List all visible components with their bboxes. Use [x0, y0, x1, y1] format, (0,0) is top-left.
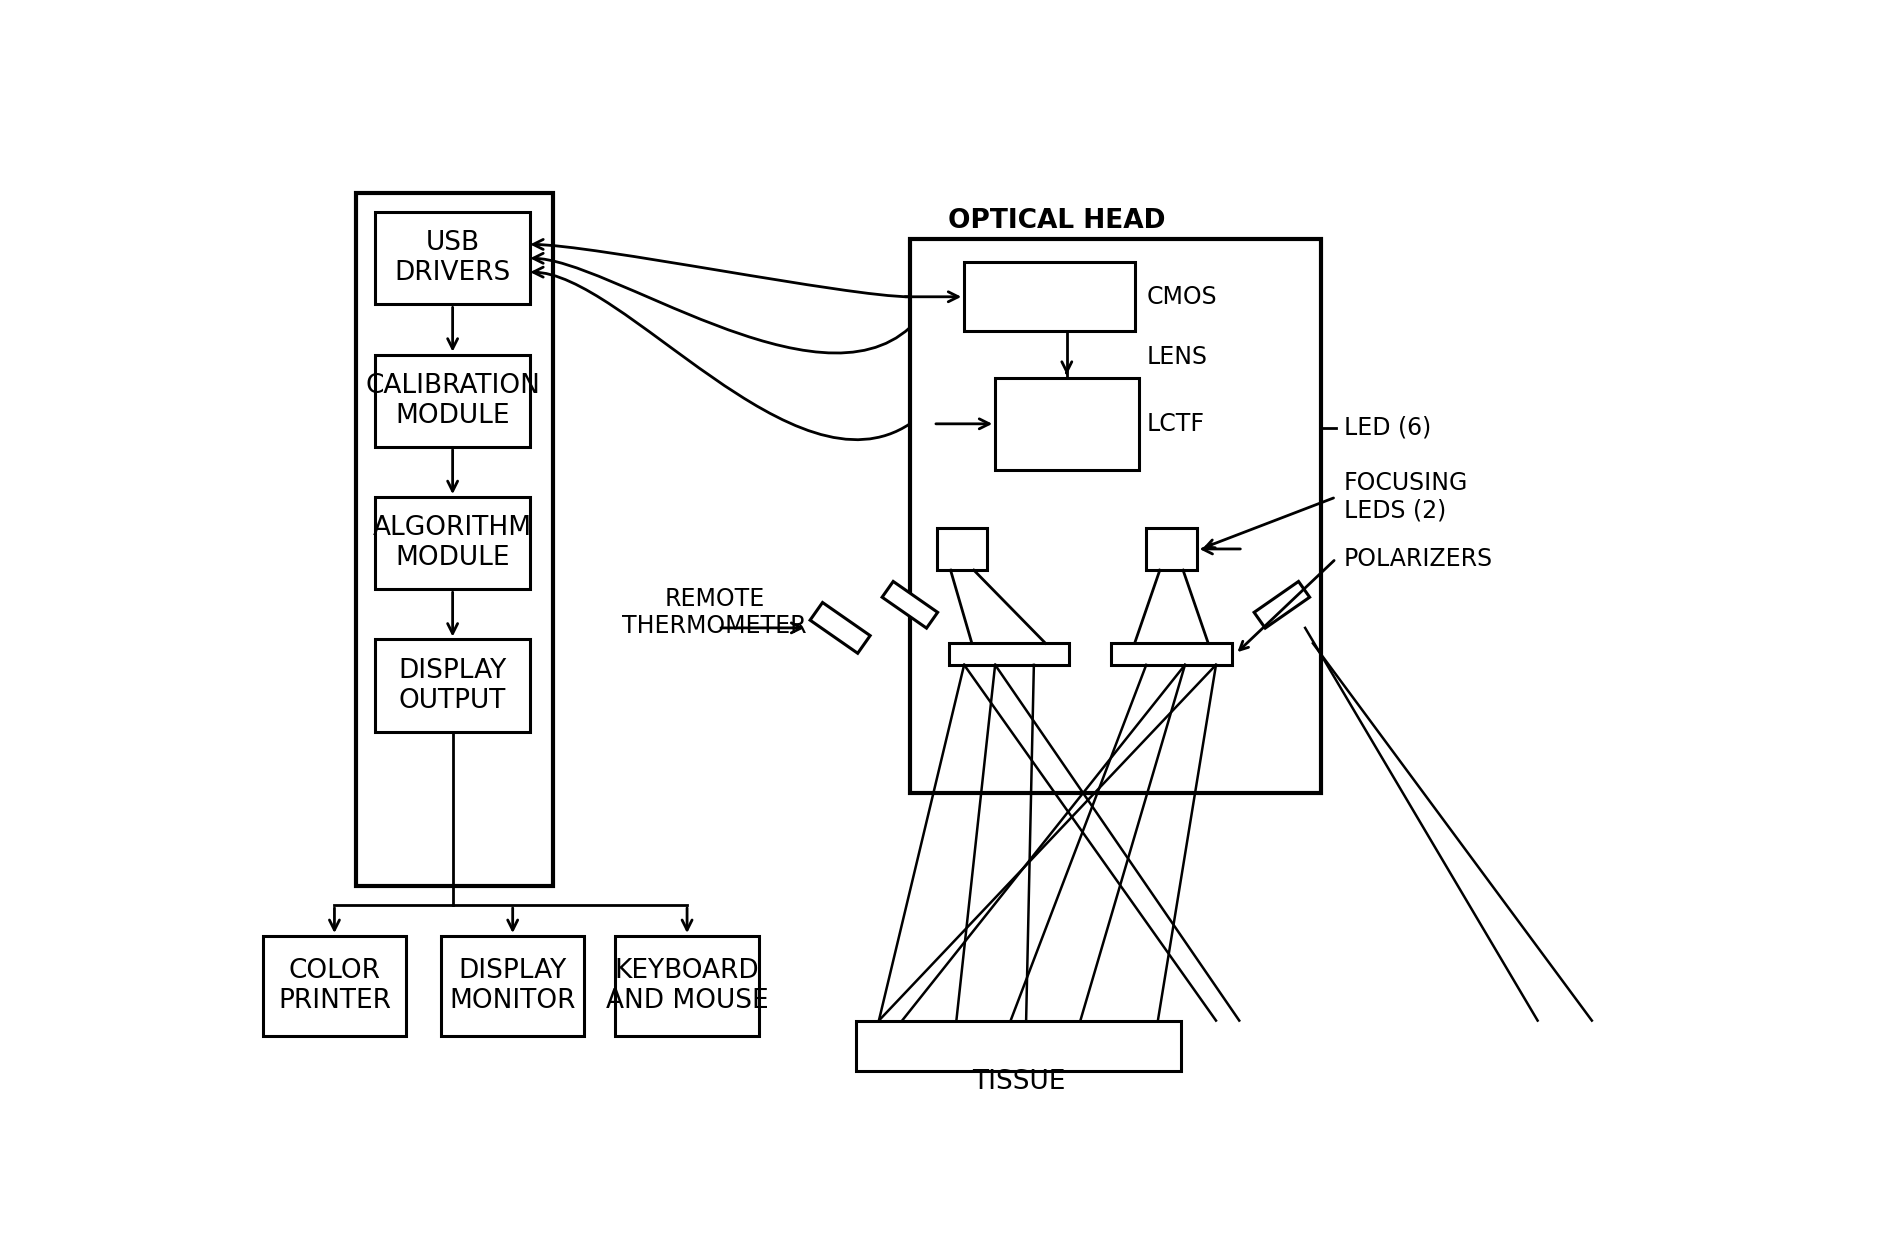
Polygon shape — [1254, 582, 1310, 628]
Text: LED (6): LED (6) — [1344, 415, 1431, 440]
Bar — [910, 240, 1321, 794]
Bar — [356, 193, 554, 885]
Text: OPTICAL HEAD: OPTICAL HEAD — [948, 208, 1167, 234]
Bar — [375, 640, 530, 732]
Bar — [262, 935, 405, 1036]
Text: DISPLAY
MONITOR: DISPLAY MONITOR — [449, 958, 577, 1014]
Bar — [948, 643, 1069, 665]
Bar — [1146, 528, 1197, 571]
Bar — [1112, 643, 1231, 665]
Text: LCTF: LCTF — [1146, 411, 1205, 436]
Text: CALIBRATION
MODULE: CALIBRATION MODULE — [366, 372, 541, 429]
Polygon shape — [811, 602, 871, 653]
Bar — [963, 262, 1135, 331]
Bar — [375, 212, 530, 305]
Polygon shape — [882, 582, 937, 628]
Text: DISPLAY
OUTPUT: DISPLAY OUTPUT — [398, 657, 507, 714]
Text: TISSUE: TISSUE — [971, 1070, 1065, 1095]
Text: KEYBOARD
AND MOUSE: KEYBOARD AND MOUSE — [605, 958, 769, 1014]
FancyArrowPatch shape — [533, 267, 910, 440]
Bar — [615, 935, 760, 1036]
Text: REMOTE
THERMOMETER: REMOTE THERMOMETER — [622, 587, 807, 638]
Text: FOCUSING
LEDS (2): FOCUSING LEDS (2) — [1344, 472, 1468, 523]
Bar — [995, 377, 1139, 470]
Text: COLOR
PRINTER: COLOR PRINTER — [277, 958, 390, 1014]
Bar — [375, 497, 530, 589]
Bar — [375, 355, 530, 446]
Bar — [441, 935, 584, 1036]
Bar — [937, 528, 988, 571]
Text: ALGORITHM
MODULE: ALGORITHM MODULE — [373, 515, 532, 571]
Text: CMOS: CMOS — [1146, 285, 1218, 308]
Text: USB
DRIVERS: USB DRIVERS — [394, 231, 511, 286]
Text: LENS: LENS — [1146, 345, 1206, 369]
FancyArrowPatch shape — [533, 240, 910, 297]
Bar — [856, 1021, 1182, 1071]
Text: POLARIZERS: POLARIZERS — [1344, 547, 1493, 571]
FancyArrowPatch shape — [533, 253, 910, 354]
